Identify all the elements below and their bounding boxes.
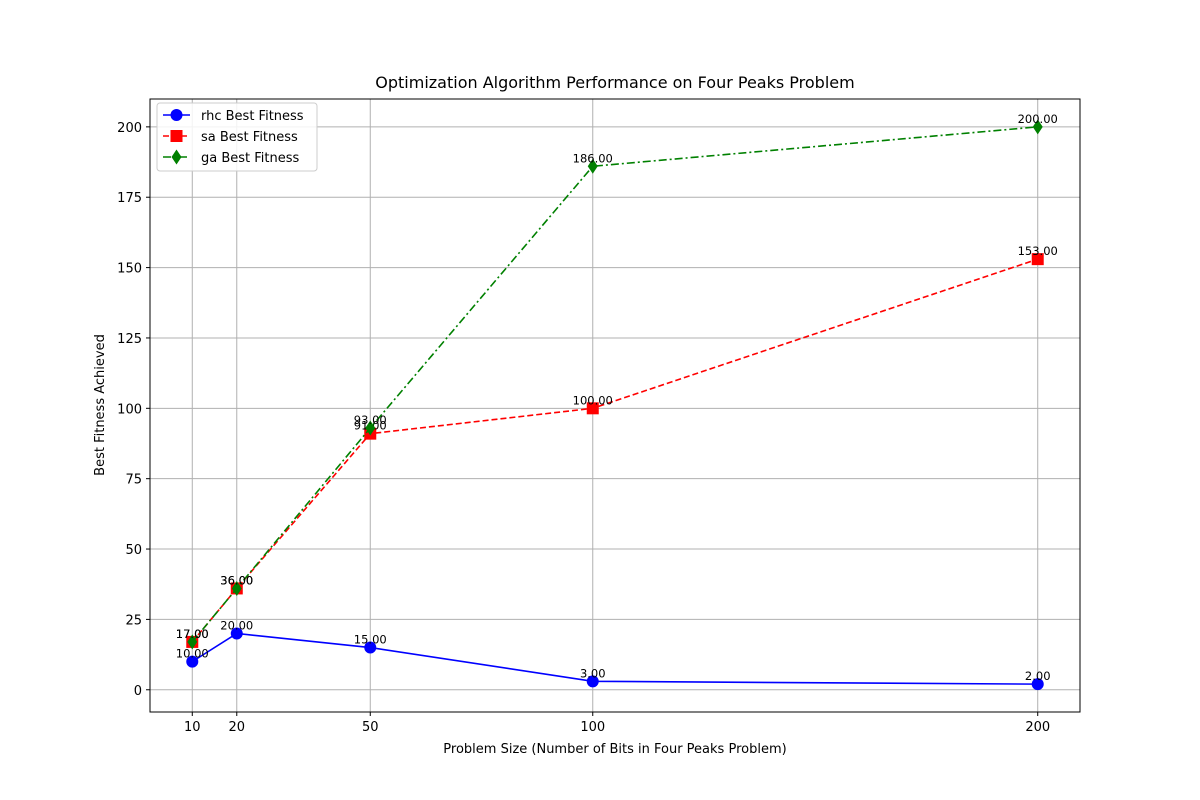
data-point (231, 580, 242, 596)
grid-lines (150, 99, 1080, 712)
data-label: 36.00 (220, 573, 253, 587)
data-label: 186.00 (573, 151, 613, 165)
data-point (365, 420, 376, 436)
data-label: 200.00 (1018, 112, 1058, 126)
legend-label: ga Best Fitness (201, 151, 300, 166)
data-label: 36.00 (220, 573, 253, 587)
y-tick-label: 150 (117, 262, 142, 277)
data-point (587, 158, 598, 174)
chart-title: Optimization Algorithm Performance on Fo… (375, 73, 854, 92)
data-label: 93.00 (354, 413, 387, 427)
plot-frame (149, 98, 1081, 713)
x-tick-label: 200 (1025, 720, 1050, 735)
series-1: 10.00 20.00 15.00 3.00 2.00 (176, 618, 1051, 691)
data-point (230, 627, 243, 640)
y-tick-label: 0 (134, 684, 142, 699)
series-group: 10.0020.0015.003.002.0017.0036.0091.0010… (176, 112, 1058, 691)
y-tick-label: 100 (117, 402, 142, 417)
x-tick-label: 10 (184, 720, 201, 735)
x-tick-label: 50 (362, 720, 379, 735)
series-line (191, 632, 1038, 685)
data-label: 100.00 (573, 393, 613, 407)
x-axis-label: Problem Size (Number of Bits in Four Pea… (443, 742, 786, 757)
data-label: 17.00 (176, 627, 209, 641)
legend: rhc Best Fitness sa Best Fitness ga Best F… (156, 102, 318, 172)
series-line (191, 126, 1038, 643)
y-tick-label: 175 (117, 191, 142, 206)
data-point (1032, 119, 1043, 135)
x-tick-label: 100 (580, 720, 605, 735)
legend-label: sa Best Fitness (201, 130, 298, 145)
legend-marker (170, 130, 183, 142)
data-point (586, 402, 599, 415)
data-point (586, 675, 599, 688)
y-tick-label: 125 (117, 332, 142, 347)
series-3: 17.00 36.00 93.00 186.00 200.00 (176, 112, 1058, 650)
data-label: 10.00 (176, 647, 209, 661)
x-tick-label: 20 (228, 720, 245, 735)
data-label: 20.00 (220, 618, 253, 632)
data-label: 17.00 (176, 627, 209, 641)
data-label: 15.00 (354, 633, 387, 647)
legend-item: sa Best Fitness (163, 130, 298, 145)
data-point (364, 641, 377, 654)
legend-item: ga Best Fitness (163, 149, 300, 166)
data-point (187, 634, 198, 650)
y-axis-label: Best Fitness Achieved (93, 334, 108, 476)
data-point (1031, 253, 1044, 266)
legend-item: rhc Best Fitness (163, 109, 304, 124)
legend-label: rhc Best Fitness (201, 109, 304, 124)
data-point (186, 655, 199, 668)
y-tick-label: 75 (125, 473, 142, 488)
data-point (1031, 678, 1044, 691)
legend-marker (171, 149, 182, 165)
y-tick-label: 25 (125, 613, 142, 628)
data-label: 3.00 (580, 666, 606, 680)
data-label: 153.00 (1018, 244, 1058, 258)
axis-ticks: 10 20 50 100 200 0 25 50 75 100 125 150 175 200 (117, 121, 1050, 735)
y-tick-label: 200 (117, 121, 142, 136)
series-line (191, 258, 1038, 643)
data-label: 2.00 (1025, 669, 1051, 683)
legend-box (156, 102, 318, 172)
legend-marker (170, 109, 183, 121)
y-tick-label: 50 (125, 543, 142, 558)
